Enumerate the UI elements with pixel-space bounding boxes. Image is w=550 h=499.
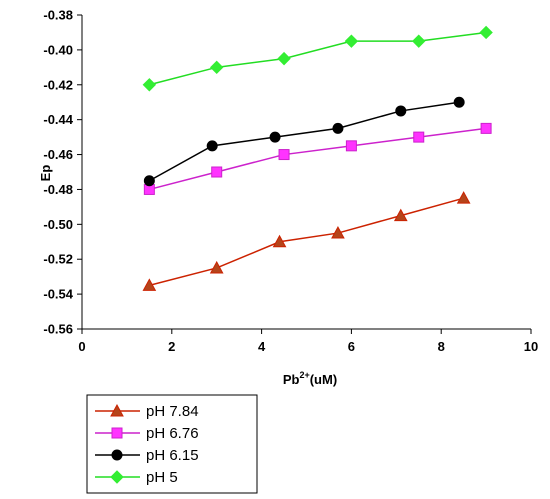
y-tick-label: -0.44 [43, 112, 73, 127]
x-axis-title-suffix: (uM) [310, 372, 337, 387]
x-tick-label: 6 [348, 339, 355, 354]
x-tick-label: 4 [258, 339, 266, 354]
x-tick-label: 10 [524, 339, 538, 354]
y-tick-label: -0.56 [43, 322, 73, 337]
legend-marker [111, 449, 123, 461]
data-point [277, 51, 291, 66]
legend-item: pH 6.15 [95, 447, 199, 464]
series-ph-6-15 [143, 96, 465, 187]
data-point [344, 34, 359, 48]
legend-item: pH 7.84 [95, 403, 199, 420]
legend-marker [110, 470, 124, 484]
y-tick-label: -0.40 [43, 42, 73, 57]
data-point [456, 191, 471, 204]
x-axis-title-superscript: 2+ [299, 370, 309, 380]
data-point [393, 208, 408, 222]
x-axis-title-base: Pb [283, 372, 300, 387]
data-point [206, 140, 218, 152]
legend-label: pH 7.84 [146, 403, 199, 420]
legend-label: pH 6.15 [146, 447, 199, 464]
x-tick-label: 0 [78, 339, 85, 354]
legend-label: pH 5 [146, 469, 178, 486]
series-layer [142, 25, 493, 291]
x-tick-label: 2 [168, 339, 175, 354]
data-point [345, 140, 357, 152]
data-point [269, 131, 281, 143]
plot-area: 0 2 4 6 8 10 -0.38-0.40-0.42-0.44-0.46-0.48-0… [43, 8, 538, 355]
series-line [149, 197, 464, 287]
legend-item: pH 5 [95, 469, 178, 486]
data-point [209, 260, 224, 274]
data-point [142, 278, 157, 291]
legend-marker [111, 427, 123, 439]
data-point [413, 131, 425, 143]
y-tick-label: -0.48 [43, 182, 73, 197]
data-point [480, 122, 492, 134]
series-ph-7-84 [142, 191, 471, 291]
y-tick-label: -0.50 [43, 217, 73, 232]
legend-marker [110, 403, 124, 417]
y-tick-label: -0.54 [43, 287, 73, 302]
data-point [412, 34, 426, 48]
legend-items: pH 7.84 pH 6.76 pH 6.15 pH 5 [95, 403, 199, 486]
legend-label: pH 6.76 [146, 425, 199, 442]
data-point [395, 105, 407, 117]
data-point [332, 122, 344, 134]
data-point [479, 25, 493, 40]
data-point [142, 78, 157, 92]
y-tick-label: -0.46 [43, 147, 73, 162]
y-axis-ticks: -0.38 -0.40 -0.42 -0.44 -0.46 -0.48 -0.50 -0.52… [43, 8, 82, 337]
x-tick-label: 8 [438, 339, 445, 354]
data-point [278, 149, 290, 161]
x-axis-ticks: 0 2 4 6 8 10 [78, 329, 538, 354]
data-point [143, 175, 155, 187]
y-tick-label: -0.42 [43, 77, 73, 92]
series-ph-6-76 [143, 122, 492, 195]
y-tick-label: -0.52 [43, 252, 73, 267]
data-point [209, 60, 224, 75]
y-axis-title: Ep [38, 165, 53, 182]
legend: pH 7.84 pH 6.76 pH 6.15 pH 5 [86, 394, 258, 494]
series-ph-5 [142, 25, 493, 92]
legend-item: pH 6.76 [95, 425, 199, 442]
data-point [453, 96, 465, 108]
data-point [331, 226, 345, 239]
series-line [149, 31, 487, 86]
x-axis-title: Pb2+(uM) [283, 370, 337, 387]
series-line [148, 101, 460, 182]
series-line [149, 127, 487, 191]
y-tick-label: -0.38 [43, 8, 73, 23]
data-point [272, 234, 287, 248]
data-point [211, 166, 223, 178]
